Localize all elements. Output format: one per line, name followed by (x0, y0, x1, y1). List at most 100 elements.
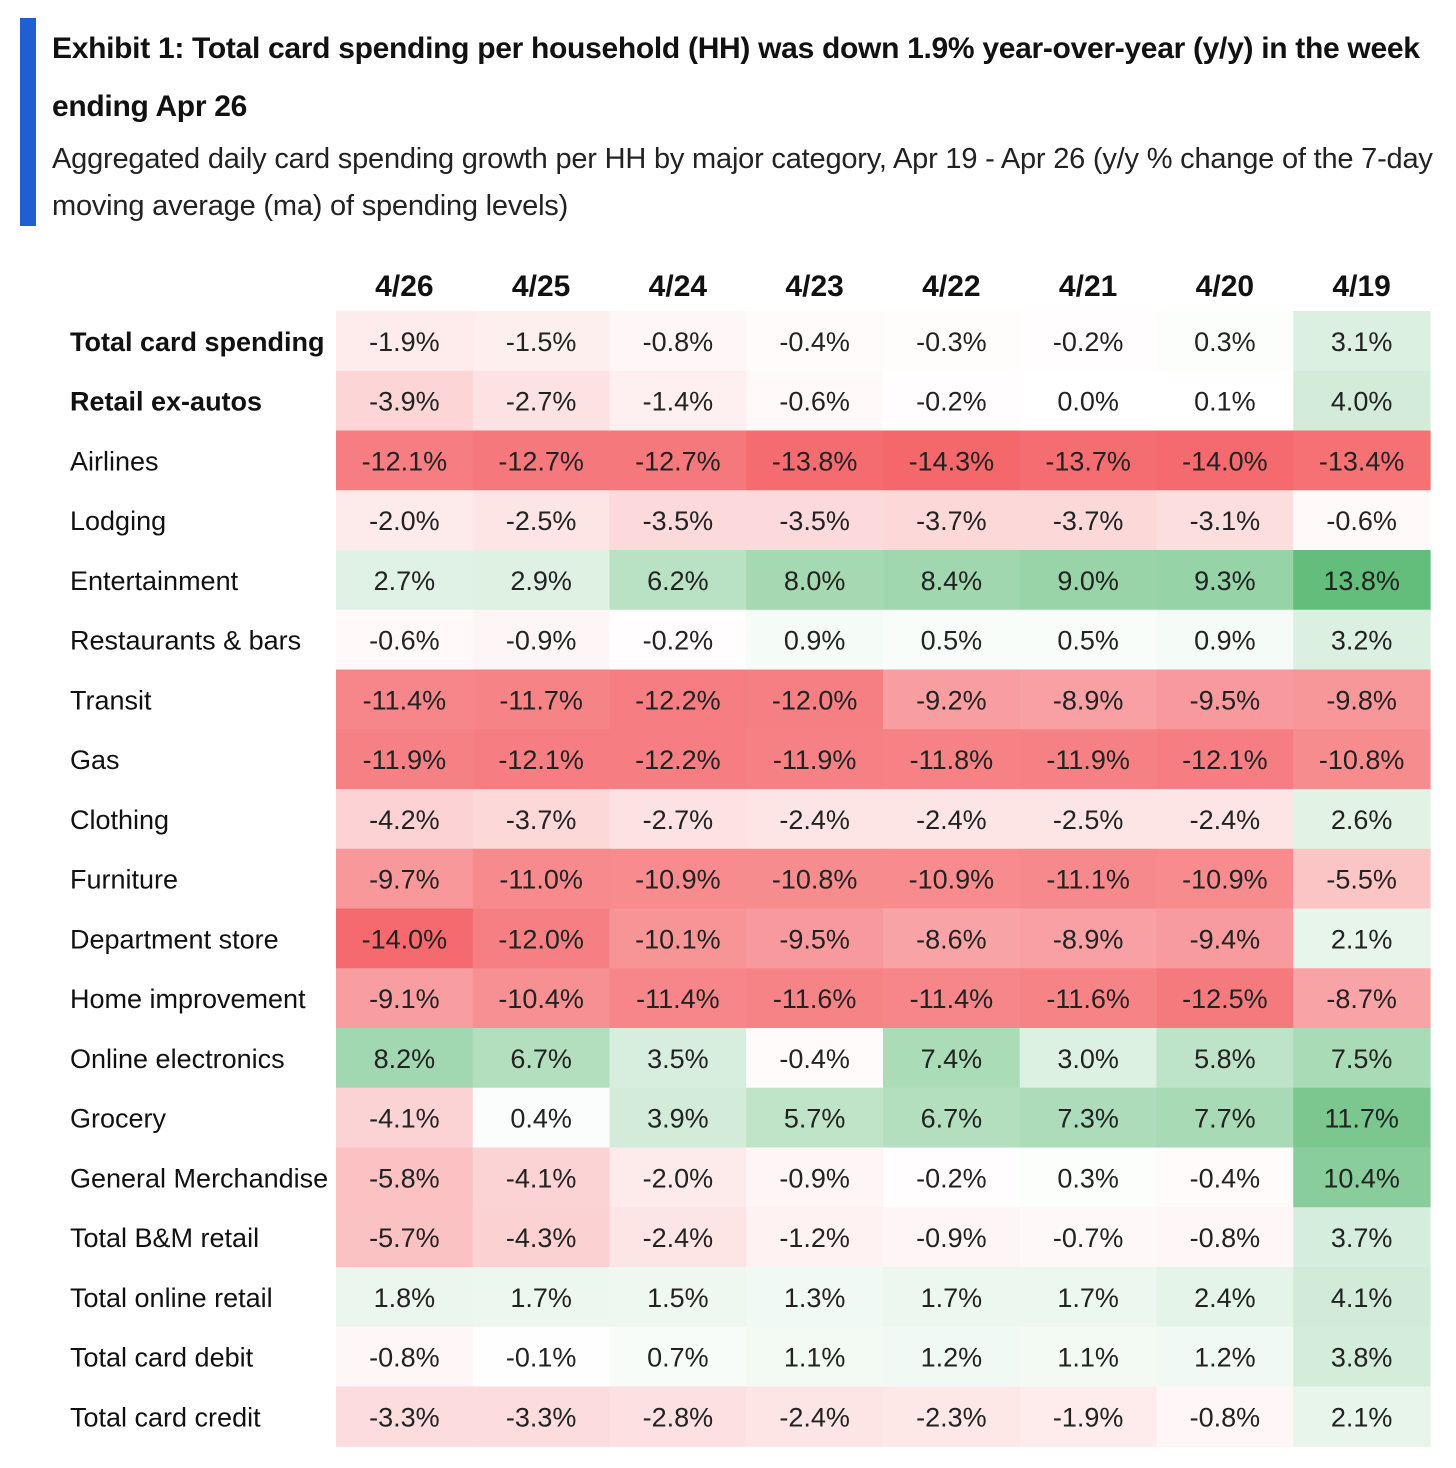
row-label: Total online retail (70, 1283, 273, 1313)
cell-value: -10.9% (909, 865, 995, 895)
cell-value: -1.9% (1053, 1402, 1124, 1432)
cell-value: 3.9% (647, 1104, 709, 1134)
cell-value: 2.6% (1331, 805, 1393, 835)
heatmap-cell (883, 430, 1021, 491)
heatmap-cell (1019, 1386, 1158, 1447)
row-label: Total B&M retail (70, 1223, 259, 1253)
heatmap-cell (746, 430, 884, 491)
cell-value: -3.5% (779, 506, 850, 536)
heatmap-cell (336, 550, 474, 611)
cell-value: 6.7% (510, 1044, 572, 1074)
heatmap-cell (336, 1386, 474, 1447)
cell-value: -0.9% (506, 626, 577, 656)
cell-value: -9.7% (369, 865, 440, 895)
cell-value: 0.7% (647, 1343, 709, 1373)
cell-value: 9.3% (1194, 566, 1256, 596)
cell-value: -0.4% (779, 327, 850, 357)
heatmap-cell (1293, 609, 1431, 671)
column-header: 4/22 (922, 270, 980, 303)
cell-value: -11.6% (773, 984, 857, 1014)
heatmap-cell (336, 1267, 474, 1328)
cell-value: -13.7% (1045, 446, 1131, 476)
row-label: Grocery (70, 1104, 167, 1134)
heatmap-cell (1293, 430, 1431, 491)
heatmap-cell (609, 370, 747, 432)
heatmap-cell (1156, 1028, 1294, 1089)
cell-value: 0.1% (1194, 387, 1256, 417)
cell-value: -11.9% (773, 745, 857, 775)
heatmap-cell (472, 848, 611, 910)
cell-value: 0.3% (1194, 327, 1256, 357)
heatmap-cell (1019, 848, 1158, 910)
heatmap-cell (472, 1028, 611, 1089)
heatmap-cell (1156, 968, 1294, 1029)
heatmap-cell (883, 968, 1021, 1029)
heatmap-cell (336, 1326, 474, 1388)
cell-value: -10.9% (635, 865, 721, 895)
cell-value: 0.3% (1057, 1163, 1119, 1193)
heatmap-cell (609, 1267, 747, 1328)
heatmap-cell (1019, 490, 1158, 551)
cell-value: 2.1% (1331, 924, 1393, 954)
heatmap-cell (1019, 430, 1158, 491)
heatmap-cell (1293, 550, 1431, 611)
cell-value: -0.2% (643, 626, 714, 656)
cell-value: -0.6% (369, 626, 440, 656)
cell-value: -12.1% (1182, 745, 1268, 775)
cell-value: -12.0% (772, 685, 858, 715)
heatmap-cell (336, 490, 474, 551)
heatmap-cell (1156, 370, 1294, 432)
cell-value: -11.0% (499, 865, 583, 895)
cell-value: -2.7% (506, 387, 577, 417)
cell-value: 0.0% (1057, 387, 1119, 417)
heatmap-cell (472, 490, 611, 551)
heatmap-cell (336, 789, 474, 850)
cell-value: 7.3% (1057, 1104, 1119, 1134)
heatmap-cell (883, 370, 1021, 432)
accent-bar (20, 18, 36, 226)
cell-value: -12.2% (635, 745, 721, 775)
heatmap-cell (1156, 550, 1294, 611)
cell-value: -2.7% (643, 805, 714, 835)
cell-value: -10.4% (498, 984, 584, 1014)
cell-value: -1.9% (369, 327, 440, 357)
heatmap-cell (1293, 1326, 1431, 1388)
cell-value: -8.7% (1326, 984, 1397, 1014)
cell-value: -1.4% (643, 387, 714, 417)
cell-value: 8.0% (784, 566, 846, 596)
cell-value: -0.8% (1190, 1223, 1261, 1253)
heatmap-cell (883, 1326, 1021, 1388)
heatmap-cell (1156, 609, 1294, 671)
cell-value: -11.4% (363, 685, 447, 715)
cell-value: -8.9% (1053, 685, 1124, 715)
cell-value: -2.4% (643, 1223, 714, 1253)
cell-value: -9.4% (1190, 924, 1261, 954)
cell-value: -0.8% (1190, 1402, 1261, 1432)
row-label: Furniture (70, 865, 178, 895)
cell-value: -11.9% (363, 745, 447, 775)
row-label: Department store (70, 924, 279, 954)
column-header: 4/25 (512, 270, 570, 303)
heatmap-cell (1293, 1028, 1431, 1089)
cell-value: 5.8% (1194, 1044, 1256, 1074)
heatmap-cell (746, 968, 884, 1029)
cell-value: -5.8% (369, 1163, 440, 1193)
cell-value: 3.1% (1331, 327, 1393, 357)
cell-value: -2.4% (779, 1402, 850, 1432)
cell-value: -14.0% (362, 924, 448, 954)
row-label: Online electronics (70, 1044, 285, 1074)
cell-value: -5.7% (369, 1223, 440, 1253)
heatmap-cell (336, 430, 474, 491)
cell-value: -0.3% (916, 327, 987, 357)
row-label: Airlines (70, 446, 159, 476)
heatmap-cell (336, 1147, 474, 1208)
heatmap-cell (609, 729, 747, 790)
row-label: Total card spending (70, 327, 325, 357)
heatmap-cell (336, 609, 474, 671)
heatmap-cell (336, 908, 474, 969)
cell-value: -4.1% (506, 1163, 577, 1193)
cell-value: -0.4% (1190, 1163, 1261, 1193)
cell-value: -0.6% (779, 387, 850, 417)
heatmap-cell (336, 729, 474, 790)
